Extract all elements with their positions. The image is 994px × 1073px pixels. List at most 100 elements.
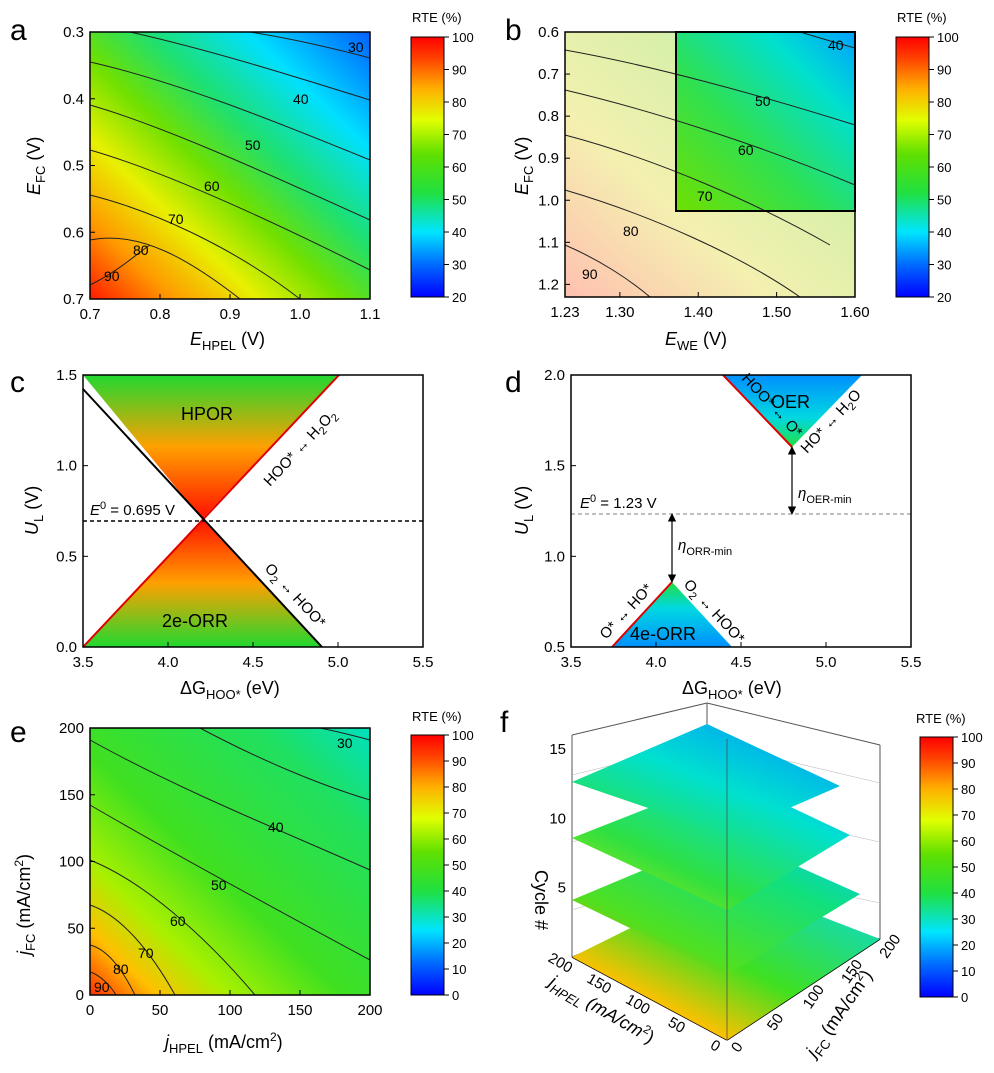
panel-c-x-tick-label: 5.0 [328, 654, 349, 671]
colorbar-tick-label: 20 [452, 936, 466, 951]
colorbar-tick-label: 60 [452, 832, 466, 847]
panel-d-yticks: 0.5 1.0 1.5 2.0 [544, 367, 576, 656]
panel-a-ylabel: EFC (V) [24, 137, 48, 195]
panel-d-xticks: 3.5 4.0 4.5 5.0 5.5 [561, 642, 922, 671]
colorbar-tick-label: 50 [452, 858, 466, 873]
panel-e-xlabel: jHPEL (mA/cm2) [162, 1030, 283, 1056]
contour-label: 90 [582, 266, 598, 282]
panel-e-y-tick-label: 200 [59, 720, 84, 737]
panel-e-y-tick-label: 100 [59, 854, 84, 871]
colorbar-tick-label: 90 [452, 63, 466, 78]
colorbar-tick-label: 40 [452, 884, 466, 899]
contour-label: 40 [268, 819, 284, 835]
panel-a-x-tick-label: 1.0 [290, 306, 311, 323]
panel-e-x-tick-label: 50 [152, 1002, 169, 1019]
contour-label: 90 [104, 268, 120, 284]
colorbar-tick-label: 70 [937, 128, 951, 143]
panel-c-xticks: 3.5 4.0 4.5 5.0 5.5 [73, 642, 434, 671]
panel-e-x-tick-label: 100 [217, 1002, 242, 1019]
panel-d-x-tick-label: 4.0 [646, 654, 667, 671]
panel-d-y-tick-label: 2.0 [544, 367, 565, 384]
colorbar-tick-label: 100 [937, 30, 959, 45]
colorbar-tick-label: 0 [961, 990, 968, 1005]
panel-a-y-tick-label: 0.6 [63, 224, 84, 241]
panel-b-ylabel: EFC (V) [512, 137, 536, 195]
panel-b-x-tick-label: 1.40 [684, 304, 713, 321]
colorbar-tick-label: 100 [452, 728, 474, 743]
colorbar-title: RTE (%) [916, 711, 966, 726]
panel-c-xlabel: ΔGHOO* (eV) [180, 678, 280, 702]
colorbar-a-ticks: 100 90 80 70 60 50 40 30 20 [444, 30, 474, 305]
cycle-surface-4 [572, 724, 840, 835]
contour-label: 70 [168, 211, 184, 227]
panel-a-heatmap [90, 32, 370, 299]
region-label-2e-orr: 2e-ORR [162, 611, 228, 631]
colorbar-tick-label: 20 [961, 938, 975, 953]
panel-e-ylabel: jFC (mA/cm2) [12, 854, 38, 958]
panel-label-d: d [505, 366, 522, 399]
panel-c-y-tick-label: 1.0 [56, 458, 77, 475]
panel-b-contour-labels: 40 50 60 70 80 90 [582, 37, 844, 282]
colorbar-tick-label: 40 [937, 225, 951, 240]
panel-a-x-tick-label: 0.7 [80, 306, 101, 323]
panel-b-y-tick-label: 0.7 [538, 66, 559, 83]
colorbar-e [410, 734, 445, 996]
colorbar-tick-label: 0 [452, 988, 459, 1003]
colorbar-tick-label: 30 [961, 912, 975, 927]
colorbar-title: RTE (%) [897, 10, 947, 25]
panel-a-y-tick-label: 0.5 [63, 158, 84, 175]
panel-e-x-tick-label: 150 [287, 1002, 312, 1019]
panel-a-colorbar: RTE (%) 100 90 80 70 60 50 40 30 20 [410, 10, 474, 305]
contour-label: 60 [204, 178, 220, 194]
panel-e-x-tick-label: 200 [357, 1002, 382, 1019]
panel-b-y-tick-label: 0.9 [538, 150, 559, 167]
contour-label: 80 [113, 961, 129, 977]
colorbar-tick-label: 90 [452, 754, 466, 769]
panel-d-ylabel: UL (V) [512, 486, 536, 535]
panel-f-zlabel: Cycle # [531, 870, 551, 930]
orr-4e-region [612, 582, 732, 647]
colorbar-title: RTE (%) [412, 10, 462, 25]
colorbar-f [919, 736, 954, 998]
colorbar-tick-label: 60 [961, 834, 975, 849]
panel-c-x-tick-label: 5.5 [413, 654, 434, 671]
panel-d-y-tick-label: 0.5 [544, 639, 565, 656]
line-hoo-h2o2 [82, 374, 340, 648]
panel-e-y-tick-label: 50 [67, 920, 84, 937]
panel-e-yticks: 0 50 100 150 200 [59, 720, 95, 1004]
panel-b-yticks: 0.6 0.7 0.8 0.9 1.0 1.1 1.2 [538, 24, 570, 293]
panel-b-y-tick-label: 1.2 [538, 276, 559, 293]
panel-a-x-tick-label: 0.8 [150, 306, 171, 323]
panel-e: 30 40 50 60 70 80 90 0 50 100 150 200 0 50 100… [12, 720, 383, 1056]
colorbar-tick-label: 20 [452, 290, 466, 305]
colorbar-tick-label: 80 [961, 782, 975, 797]
panel-d-x-tick-label: 3.5 [561, 654, 582, 671]
colorbar-tick-label: 40 [961, 886, 975, 901]
equilibrium-label-d: E0 = 1.23 V [580, 493, 657, 512]
panel-f-zticks: 5 10 15 [549, 741, 566, 897]
panel-b-contours [564, 31, 856, 298]
panel-c-y-tick-label: 0.5 [56, 548, 77, 565]
panel-d-plot-area [571, 375, 911, 647]
panel-b-xticks: 1.23 1.30 1.40 1.50 1.60 [550, 292, 870, 321]
panel-b-x-tick-label: 1.30 [605, 304, 634, 321]
panel-e-xticks: 0 50 100 150 200 [86, 990, 383, 1019]
line-o2-hoo [82, 388, 323, 648]
panel-a-contours [89, 31, 371, 300]
colorbar-tick-label: 90 [937, 63, 951, 78]
line-hoo-o [722, 374, 793, 448]
panel-d-x-tick-label: 5.5 [901, 654, 922, 671]
panel-f-x-tick-label: 50 [665, 1014, 688, 1037]
orr-2e-region [83, 519, 322, 647]
panel-d-y-tick-label: 1.5 [544, 458, 565, 475]
colorbar-tick-label: 70 [452, 806, 466, 821]
panel-c: HPOR 2e-ORR E0 = 0.695 V HOO* ↔ H2O2 O2 … [22, 367, 433, 702]
panel-b-y-tick-label: 0.8 [538, 108, 559, 125]
equilibrium-label-c: E0 = 0.695 V [90, 500, 175, 519]
panel-b-y-tick-label: 0.6 [538, 24, 559, 41]
panel-b-frame [564, 31, 856, 298]
oer-region [723, 375, 862, 447]
panel-e-contour-labels: 30 40 50 60 70 80 90 [94, 735, 353, 995]
contour-label: 40 [293, 91, 309, 107]
colorbar-tick-label: 60 [937, 160, 951, 175]
